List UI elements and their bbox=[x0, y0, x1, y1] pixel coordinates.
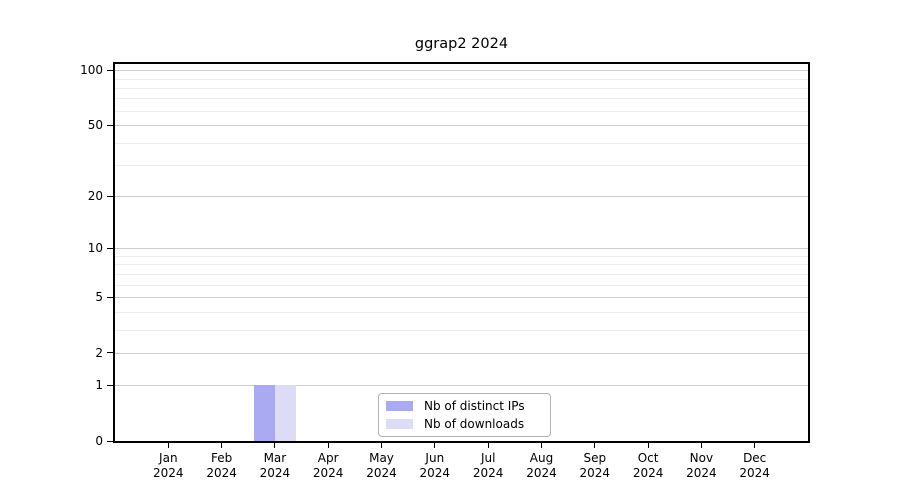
legend-item-distinct-ips: Nb of distinct IPs bbox=[386, 399, 550, 413]
y-tick-50 bbox=[107, 124, 113, 126]
gridline-minor-90 bbox=[115, 78, 808, 80]
downloads-swatch-icon bbox=[386, 419, 413, 429]
y-tick-label-0: 0 bbox=[95, 434, 103, 448]
x-tick-jul bbox=[487, 443, 489, 448]
x-tick-sep bbox=[594, 443, 596, 448]
x-tick-apr bbox=[327, 443, 329, 448]
y-tick-label-10: 10 bbox=[87, 241, 103, 256]
y-tick-label-100: 100 bbox=[80, 63, 103, 78]
legend-label-downloads: Nb of downloads bbox=[424, 417, 525, 431]
y-tick-1 bbox=[107, 384, 113, 386]
gridline-major-2 bbox=[115, 352, 808, 354]
y-tick-100 bbox=[107, 69, 113, 71]
gridline-minor-9 bbox=[115, 256, 808, 257]
x-tick-oct bbox=[647, 443, 649, 448]
x-tick-dec bbox=[754, 443, 756, 448]
gridline-major-1 bbox=[115, 385, 808, 387]
y-tick-20 bbox=[107, 195, 113, 197]
x-tick-label-jul: Jul 2024 bbox=[472, 451, 504, 480]
gridline-minor-80 bbox=[115, 87, 808, 89]
legend-item-downloads: Nb of downloads bbox=[386, 417, 550, 431]
x-tick-label-nov: Nov 2024 bbox=[686, 451, 717, 480]
y-tick-10 bbox=[107, 247, 113, 249]
x-tick-mar bbox=[274, 443, 276, 448]
legend-label-distinct-ips: Nb of distinct IPs bbox=[424, 399, 525, 413]
x-tick-label-sep: Sep 2024 bbox=[579, 451, 611, 480]
y-tick-label-1: 1 bbox=[95, 378, 103, 393]
distinct-ips-swatch-icon bbox=[386, 401, 413, 411]
chart-title: ggrap2 2024 bbox=[414, 36, 509, 52]
gridline-major-10 bbox=[115, 248, 808, 250]
plot-area bbox=[113, 62, 810, 443]
gridline-minor-7 bbox=[115, 273, 808, 275]
x-tick-jan bbox=[167, 443, 169, 448]
x-tick-label-jan: Jan 2024 bbox=[153, 451, 184, 480]
gridline-major-50 bbox=[115, 125, 808, 126]
x-tick-label-feb: Feb 2024 bbox=[206, 451, 237, 480]
x-tick-label-mar: Mar 2024 bbox=[259, 451, 291, 480]
x-tick-may bbox=[381, 443, 382, 448]
gridline-major-20 bbox=[115, 196, 808, 198]
y-tick-label-20: 20 bbox=[87, 189, 103, 204]
y-tick-0 bbox=[107, 440, 113, 442]
gridline-minor-4 bbox=[115, 311, 808, 313]
gridline-minor-3 bbox=[115, 329, 808, 331]
y-tick-label-2: 2 bbox=[95, 345, 103, 360]
x-tick-label-oct: Oct 2024 bbox=[632, 451, 664, 480]
legend: Nb of distinct IPs Nb of downloads bbox=[378, 393, 551, 437]
x-tick-label-jun: Jun 2024 bbox=[419, 451, 451, 480]
x-tick-label-aug: Aug 2024 bbox=[526, 451, 557, 480]
gridline-major-100 bbox=[115, 70, 808, 72]
bar-nb-of-downloads-mar bbox=[274, 385, 297, 441]
gridline-minor-70 bbox=[115, 98, 808, 100]
x-tick-label-apr: Apr 2024 bbox=[312, 451, 344, 480]
x-tick-label-may: May 2024 bbox=[366, 451, 397, 480]
gridline-minor-6 bbox=[115, 284, 808, 286]
gridline-minor-30 bbox=[115, 165, 808, 166]
x-tick-feb bbox=[221, 443, 223, 448]
y-tick-label-50: 50 bbox=[87, 118, 103, 132]
bar-nb-of-distinct-ips-mar bbox=[253, 385, 275, 441]
gridline-minor-60 bbox=[115, 110, 808, 112]
gridline-minor-8 bbox=[115, 264, 808, 266]
y-tick-label-5: 5 bbox=[95, 290, 103, 304]
x-tick-aug bbox=[541, 443, 542, 448]
x-tick-jun bbox=[434, 443, 436, 448]
gridline-major-5 bbox=[115, 297, 808, 298]
x-tick-nov bbox=[700, 443, 702, 448]
y-tick-5 bbox=[107, 296, 113, 298]
gridline-minor-40 bbox=[115, 142, 808, 144]
x-tick-label-dec: Dec 2024 bbox=[739, 451, 770, 480]
y-tick-2 bbox=[107, 352, 113, 354]
